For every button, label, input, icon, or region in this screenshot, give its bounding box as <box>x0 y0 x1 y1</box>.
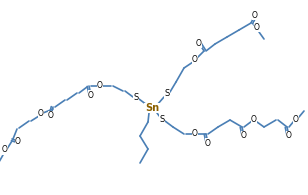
Text: O: O <box>241 131 247 141</box>
Text: S: S <box>164 90 170 98</box>
Text: O: O <box>192 56 198 65</box>
Text: O: O <box>38 110 44 119</box>
Text: O: O <box>97 82 103 90</box>
Text: O: O <box>88 90 94 99</box>
Text: O: O <box>196 38 202 48</box>
Text: O: O <box>15 136 21 145</box>
Text: O: O <box>286 131 292 141</box>
Text: O: O <box>254 22 260 32</box>
Text: O: O <box>251 115 257 124</box>
Text: S: S <box>159 114 164 123</box>
Text: O: O <box>205 138 211 147</box>
Text: O: O <box>293 115 299 124</box>
Text: O: O <box>192 129 198 138</box>
Text: O: O <box>48 112 54 121</box>
Text: S: S <box>133 92 139 102</box>
Text: O: O <box>252 11 258 20</box>
Text: O: O <box>2 145 8 154</box>
Text: Sn: Sn <box>145 103 159 113</box>
